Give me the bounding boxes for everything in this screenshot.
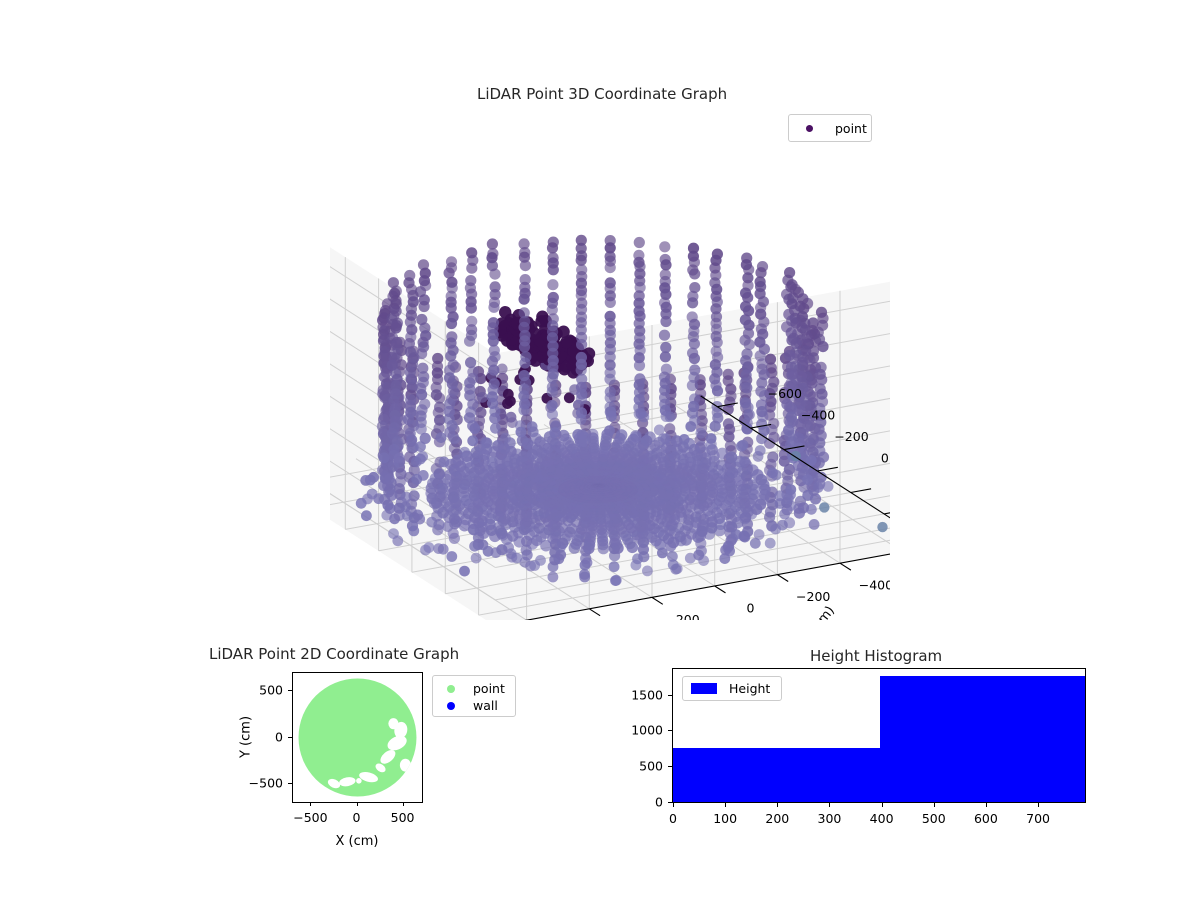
chart-2d-ytick-label: −500 <box>248 775 283 791</box>
histogram-xtick <box>881 803 883 807</box>
svg-text:−400: −400 <box>801 407 835 422</box>
chart-2d-canvas <box>298 678 417 797</box>
legend-label-point: point <box>473 681 505 696</box>
histogram-ytick <box>668 694 672 696</box>
histogram-xtick-label: 0 <box>669 811 677 826</box>
histogram-title: Height Histogram <box>810 647 943 665</box>
histogram-xtick <box>673 803 674 807</box>
svg-text:−600: −600 <box>768 386 802 401</box>
chart-2d-xtick-label: 500 <box>390 810 415 825</box>
chart-2d-ytick-label: 500 <box>259 682 283 698</box>
legend-label-height: Height <box>729 681 771 696</box>
chart-2d-ytick <box>288 782 292 784</box>
svg-text:0: 0 <box>747 601 755 616</box>
histogram-ytick-label: 0 <box>655 794 663 810</box>
chart-3d-canvas: −600−400−2000200400600−600−400−200020040… <box>261 203 1105 650</box>
histogram-ytick <box>668 730 672 732</box>
histogram-bar <box>673 747 880 802</box>
svg-text:Y (cm): Y (cm) <box>800 604 838 620</box>
svg-text:−200: −200 <box>834 429 868 444</box>
histogram-xtick-label: 300 <box>817 811 842 826</box>
legend-label-point: point <box>835 120 867 136</box>
histogram-xtick <box>933 803 935 807</box>
histogram-xtick <box>777 803 779 807</box>
histogram-xtick-label: 500 <box>921 811 946 826</box>
histogram-ytick-label: 500 <box>639 758 663 774</box>
legend-swatch-height <box>691 683 717 694</box>
svg-text:200: 200 <box>676 612 700 620</box>
legend-marker-point <box>447 684 455 693</box>
histogram-bar <box>880 675 1085 802</box>
histogram-xtick <box>1038 803 1040 807</box>
chart-3d-axes: −600−400−2000200400600−600−400−200020040… <box>261 140 1105 650</box>
histogram-legend: Height <box>682 676 782 701</box>
histogram-xtick-label: 200 <box>765 811 790 826</box>
chart-2d-xlabel: X (cm) <box>335 834 379 849</box>
legend-marker-wall <box>447 701 455 710</box>
legend-row-point: point <box>433 680 515 697</box>
chart-2d-ytick <box>288 690 292 692</box>
chart-2d-xtick <box>310 803 312 806</box>
svg-text:0: 0 <box>881 450 889 465</box>
histogram-xtick-label: 700 <box>1026 811 1050 826</box>
chart-2d-ytick-label: 0 <box>275 729 283 744</box>
chart-2d-ylabel: Y (cm) <box>238 715 254 759</box>
chart-2d-axes <box>292 672 423 803</box>
histogram-xtick-label: 400 <box>869 811 894 826</box>
histogram-xtick <box>829 803 831 807</box>
legend-marker-point <box>806 124 813 132</box>
chart-2d-xtick-label: −500 <box>293 810 328 825</box>
histogram-ytick-label: 1000 <box>631 722 663 738</box>
chart-3d-legend: point <box>788 114 872 142</box>
histogram-xtick <box>985 803 987 807</box>
chart-2d-legend: point wall <box>432 675 516 717</box>
histogram-ytick-label: 1500 <box>631 687 663 703</box>
chart-2d-xtick <box>402 803 404 806</box>
legend-row-wall: wall <box>433 697 515 714</box>
histogram-xtick-label: 600 <box>973 811 998 826</box>
histogram-xtick <box>725 803 727 807</box>
svg-text:−400: −400 <box>859 578 890 593</box>
svg-text:−200: −200 <box>796 589 830 604</box>
histogram-ytick <box>668 766 672 768</box>
histogram-ytick <box>668 802 672 803</box>
chart-2d-xtick-label: 0 <box>352 810 361 825</box>
chart-2d-ytick <box>288 736 292 738</box>
chart-2d-xtick <box>356 803 358 806</box>
chart-2d-title: LiDAR Point 2D Coordinate Graph <box>209 645 460 663</box>
legend-label-wall: wall <box>473 698 498 713</box>
chart-3d-title: LiDAR Point 3D Coordinate Graph <box>477 85 728 103</box>
histogram-xtick-label: 100 <box>713 811 738 826</box>
